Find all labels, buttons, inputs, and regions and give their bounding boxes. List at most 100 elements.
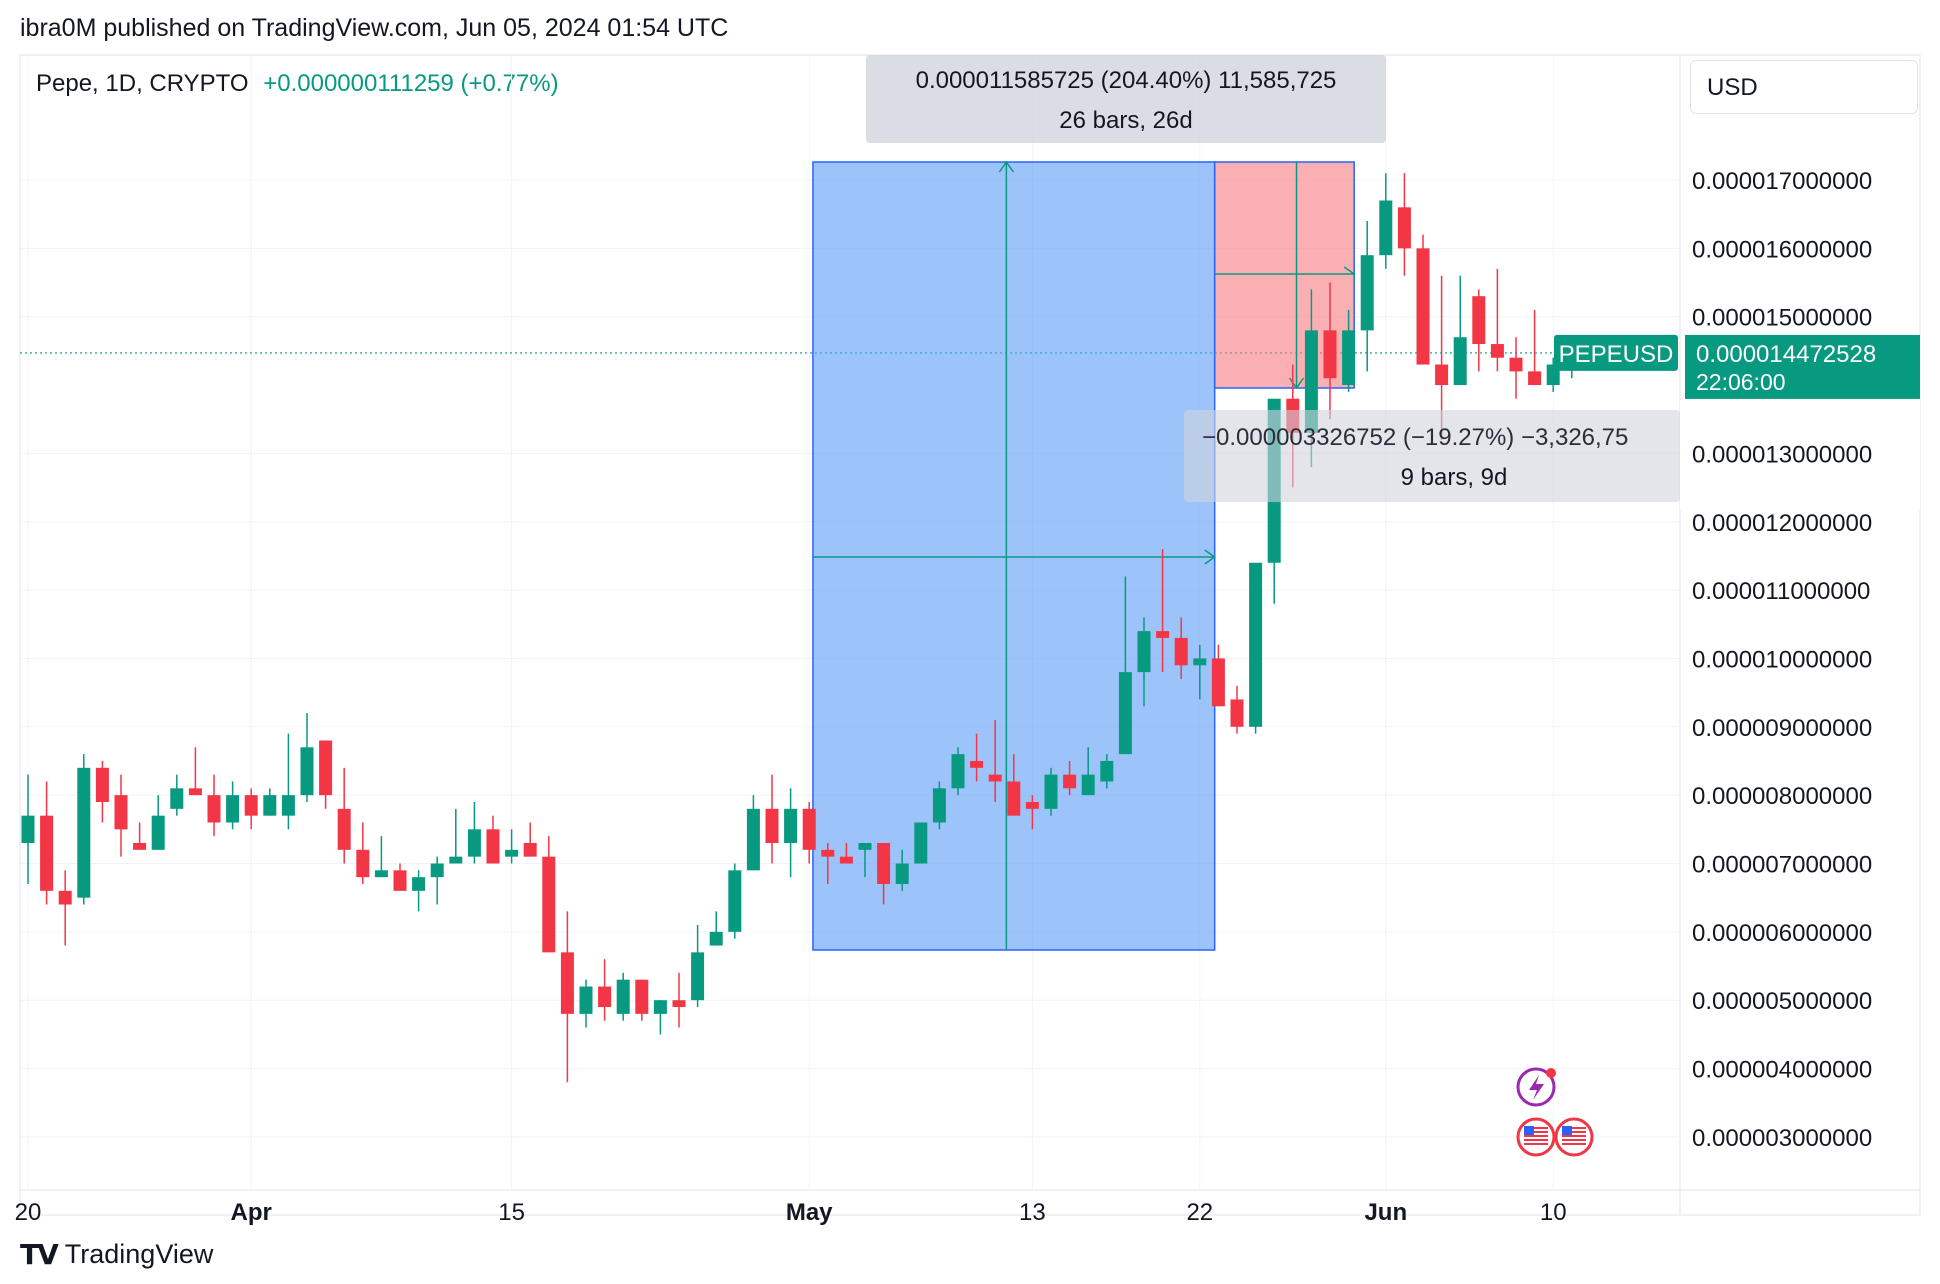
candle — [616, 972, 630, 1021]
candle-body — [839, 856, 853, 864]
y-tick-label: 0.000009000000 — [1692, 715, 1872, 742]
candle-body — [505, 849, 519, 857]
candle-body — [1453, 337, 1467, 386]
candle-body — [1472, 296, 1486, 345]
flag-stripe — [1524, 1143, 1548, 1145]
candle — [133, 822, 147, 850]
price-change: +0.000000111259 (+0.77%) — [263, 70, 559, 97]
candle — [746, 795, 760, 871]
candle — [1044, 767, 1058, 816]
symbol-legend: Pepe, 1D, CRYPTO +0.000000111259 (+0.77%… — [36, 70, 559, 98]
candle — [281, 733, 295, 830]
flag-stripe — [1562, 1131, 1586, 1133]
candle-body — [523, 842, 537, 857]
candle — [1509, 337, 1523, 399]
candle — [393, 863, 407, 891]
candle — [1100, 754, 1114, 789]
candle-body — [988, 774, 1002, 782]
candle-body — [58, 890, 72, 905]
candle-body — [598, 986, 612, 1008]
candle — [1342, 309, 1356, 392]
candle — [1323, 282, 1337, 420]
candle-body — [1249, 562, 1263, 727]
candle — [895, 849, 909, 891]
candle — [1230, 685, 1244, 734]
candle-body — [281, 795, 295, 816]
candle-body — [1137, 631, 1151, 673]
candle-body — [1342, 330, 1356, 386]
x-axis: 20 Apr 15 May 13 22 Jun 10 — [15, 1199, 1567, 1226]
short-measure-box — [1184, 410, 1680, 502]
y-tick-label: 0.000012000000 — [1692, 510, 1872, 537]
tradingview-logo-icon: 𝗧𝗩 — [20, 1239, 59, 1270]
candle — [77, 754, 91, 905]
flag-stripe — [1524, 1135, 1548, 1137]
candle-body — [728, 870, 742, 932]
candle — [1472, 289, 1486, 372]
candle — [486, 815, 500, 864]
currency-selector[interactable]: USD — [1690, 60, 1918, 114]
last-price-value: 0.000014472528 — [1696, 341, 1876, 368]
us-flag-icon — [1554, 1117, 1594, 1157]
candle-body — [1360, 255, 1374, 331]
candle — [244, 788, 258, 830]
x-tick-label: 15 — [498, 1199, 525, 1226]
candle — [1528, 309, 1542, 386]
y-tick-label: 0.000017000000 — [1692, 168, 1872, 195]
candle-body — [895, 863, 909, 885]
candle — [858, 842, 872, 878]
y-tick-label: 0.000004000000 — [1692, 1057, 1872, 1084]
candle-body — [1193, 658, 1207, 666]
flag-stripe — [1524, 1131, 1548, 1133]
countdown-value: 22:06:00 — [1696, 369, 1786, 395]
long-measure-label: 0.000011585725 (204.40%) 11,585,725 26 ba… — [866, 55, 1386, 143]
candle-body — [1100, 760, 1114, 782]
candle — [1249, 562, 1263, 734]
arrow-down-icon — [1288, 377, 1305, 390]
candle-body — [932, 788, 946, 823]
symbol-tag-label: PEPEUSD — [1559, 341, 1674, 368]
candle-body — [765, 808, 779, 843]
candle — [1063, 760, 1077, 796]
candle-body — [319, 740, 333, 796]
candle-body — [1490, 344, 1504, 358]
candle — [970, 733, 984, 782]
candle — [58, 870, 72, 946]
short-measure-text1: −0.000003326752 (−19.27%) −3,326,75 — [1202, 424, 1628, 451]
candle — [765, 774, 779, 864]
candle — [226, 781, 240, 830]
flag-stripe — [1562, 1139, 1586, 1141]
candle-body — [1230, 699, 1244, 727]
candle-body — [300, 747, 314, 796]
symbol-label: Pepe, 1D, CRYPTO — [36, 70, 249, 97]
candle — [1360, 221, 1374, 372]
candle-body — [77, 767, 91, 898]
overlay: 0.000011585725 (204.40%) 11,585,725 26 ba… — [866, 55, 1920, 1157]
candle-body — [1063, 774, 1077, 789]
arrow-right-icon — [1343, 266, 1355, 281]
x-tick-label: Apr — [231, 1199, 272, 1226]
candle-body — [1044, 774, 1058, 809]
flag-canton — [1524, 1126, 1534, 1135]
candle-body — [1025, 801, 1039, 809]
us-flag-icon — [1516, 1117, 1556, 1157]
arrow-right-icon — [1204, 549, 1216, 565]
candle-body — [1528, 371, 1542, 386]
y-tick-label: 0.000013000000 — [1692, 441, 1872, 468]
notification-dot-icon — [1546, 1068, 1556, 1078]
candle-body — [1323, 330, 1337, 379]
candle-body — [746, 808, 760, 871]
candle — [1490, 268, 1504, 372]
candle-body — [1435, 364, 1449, 386]
x-tick-label: 13 — [1019, 1199, 1046, 1226]
candle-body — [616, 979, 630, 1014]
y-tick-label: 0.000015000000 — [1692, 305, 1872, 332]
candle-body — [542, 856, 556, 953]
symbol-tag — [1554, 334, 1678, 371]
candle — [542, 836, 556, 953]
candle-body — [691, 952, 705, 1001]
candle — [337, 767, 351, 864]
candle-body — [244, 795, 258, 816]
lightning-icon-bolt — [1529, 1075, 1544, 1100]
